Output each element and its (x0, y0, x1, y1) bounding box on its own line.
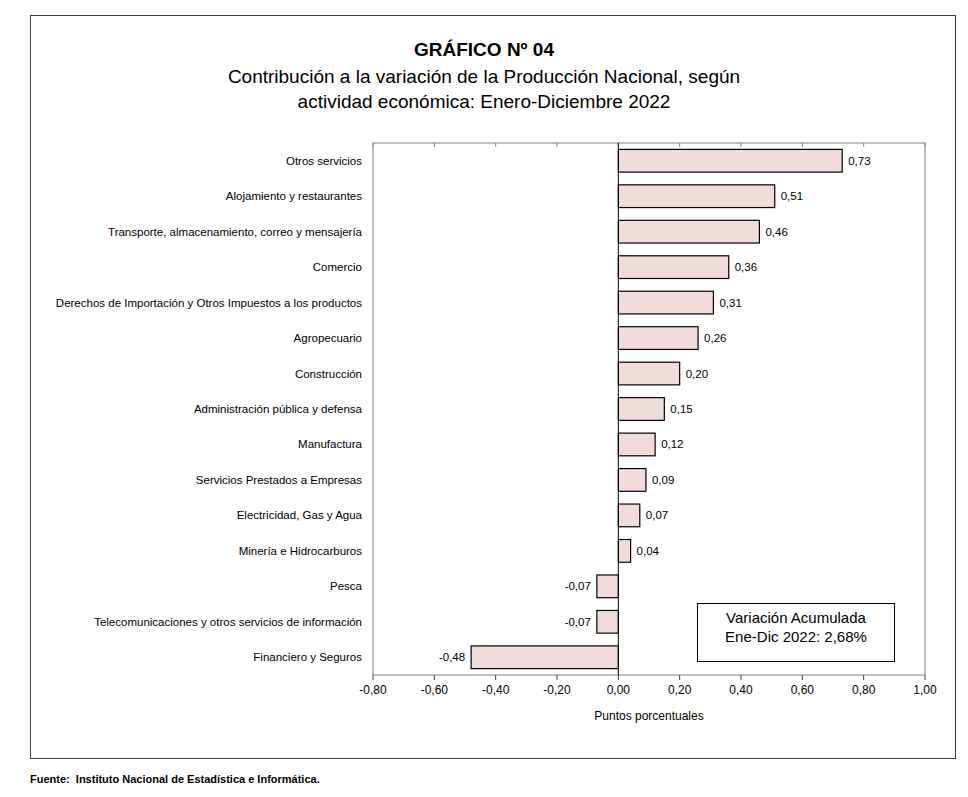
tick-label: 0,20 (668, 683, 692, 697)
tick-label: 0,80 (852, 683, 876, 697)
data-label: -0,07 (565, 580, 591, 592)
bar (618, 398, 664, 421)
category-label: Construcción (295, 368, 362, 380)
annotation: Variación Acumulada (726, 609, 866, 626)
bar (618, 469, 646, 492)
data-label: 0,51 (781, 190, 803, 202)
data-label: 0,07 (646, 509, 668, 521)
tick-mark (679, 675, 680, 680)
plot-frame (373, 143, 925, 675)
category-label: Manufactura (298, 438, 363, 450)
subtitle-line: Contribución a la variación de la Produc… (228, 66, 740, 87)
category-label: Agropecuario (294, 332, 362, 344)
tick-mark (863, 143, 864, 147)
tick-label: 0,60 (791, 683, 815, 697)
bar (618, 149, 842, 172)
bar (618, 185, 774, 208)
category-label: Otros servicios (286, 155, 362, 167)
category-label: Comercio (313, 261, 362, 273)
bar (618, 256, 728, 279)
category-label: Alojamiento y restaurantes (226, 190, 362, 202)
data-label: 0,20 (686, 368, 708, 380)
tick-label: -0,40 (482, 683, 510, 697)
bar (597, 610, 618, 633)
tick-mark (434, 675, 435, 680)
data-label: -0,07 (565, 616, 591, 628)
tick-mark (741, 143, 742, 147)
data-label: 0,26 (704, 332, 726, 344)
category-label: Telecomunicaciones y otros servicios de … (94, 616, 362, 628)
tick-mark (925, 675, 926, 680)
tick-mark (373, 675, 374, 680)
tick-label: 1,00 (913, 683, 937, 697)
tick-mark (618, 675, 619, 680)
bar (618, 220, 759, 243)
category-label: Electricidad, Gas y Agua (237, 509, 363, 521)
category-label: Derechos de Importación y Otros Impuesto… (56, 297, 362, 309)
tick-mark (802, 143, 803, 147)
category-label: Administración pública y defensa (194, 403, 363, 415)
category-label: Transporte, almacenamiento, correo y men… (108, 226, 363, 238)
bar (618, 433, 655, 456)
category-label: Servicios Prestados a Empresas (196, 474, 362, 486)
data-label: -0,48 (439, 651, 465, 663)
data-label: 0,12 (661, 438, 683, 450)
tick-mark (557, 675, 558, 680)
category-label: Financiero y Seguros (253, 651, 362, 663)
chart: GRÁFICO Nº 04 Contribución a la variación… (0, 0, 968, 797)
tick-mark (434, 143, 435, 147)
subtitle-line: actividad económica: Enero-Diciembre 202… (298, 91, 671, 112)
data-label: 0,36 (735, 261, 757, 273)
tick-mark (495, 143, 496, 147)
zero-line (618, 143, 619, 675)
tick-label: 0,00 (607, 683, 631, 697)
tick-mark (373, 143, 374, 147)
tick-label: -0,60 (421, 683, 449, 697)
tick-mark (925, 143, 926, 147)
data-label: 0,09 (652, 474, 674, 486)
tick-label: -0,20 (543, 683, 571, 697)
data-label: 0,15 (670, 403, 692, 415)
bar (618, 540, 630, 563)
title: GRÁFICO Nº 04 (414, 39, 554, 60)
tick-mark (802, 675, 803, 680)
tick-label: -0,80 (359, 683, 387, 697)
data-label: 0,73 (848, 155, 870, 167)
bar (618, 362, 679, 385)
bar (618, 291, 713, 314)
subtitle: Contribución a la variación de la Produc… (228, 66, 740, 112)
tick-mark (557, 143, 558, 147)
tick-label: 0,40 (729, 683, 753, 697)
data-label: 0,04 (637, 545, 660, 557)
data-label: 0,31 (719, 297, 741, 309)
tick-mark (741, 675, 742, 680)
bar (618, 327, 698, 350)
category-label: Pesca (330, 580, 363, 592)
annotation: Ene-Dic 2022: 2,68% (725, 628, 867, 645)
bar (597, 575, 618, 598)
data-label: 0,46 (765, 226, 787, 238)
axis-label: Puntos porcentuales (594, 709, 703, 723)
tick-mark (495, 675, 496, 680)
category-label: Minería e Hidrocarburos (239, 545, 363, 557)
tick-mark (679, 143, 680, 147)
annotation-box (698, 604, 895, 662)
bar (471, 646, 618, 669)
bar (618, 504, 639, 527)
outer-frame (31, 16, 956, 759)
bars (471, 149, 842, 668)
source: Fuente: Instituto Nacional de Estadístic… (30, 773, 320, 785)
tick-mark (863, 675, 864, 680)
